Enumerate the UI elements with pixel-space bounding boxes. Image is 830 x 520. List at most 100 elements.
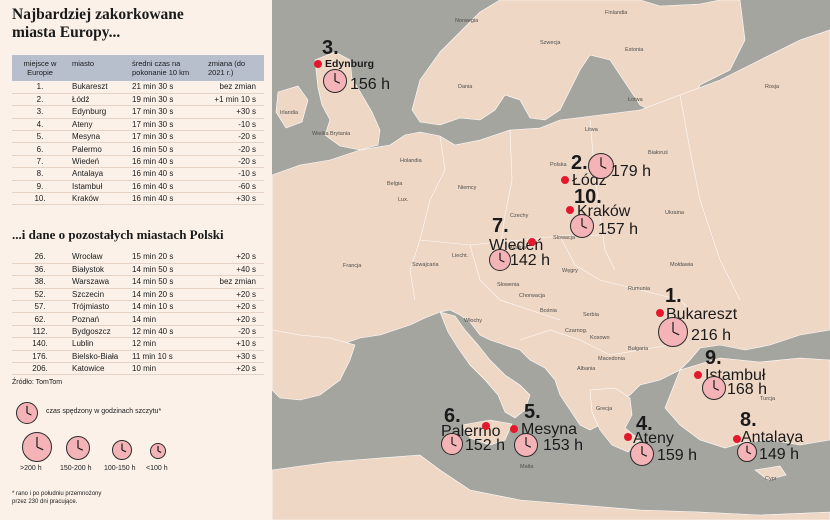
cell-city: Poznań xyxy=(68,312,128,326)
cell-city: Wrocław xyxy=(68,251,128,264)
title-line-1: Najbardziej zakorkowane xyxy=(12,6,184,23)
cell-place: 26. xyxy=(12,251,68,264)
label-norwegia: Norwegia xyxy=(455,18,479,24)
ranking-table-body: 1. Bukareszt 21 min 30 s bez zmian 2. Łódź 19 … xyxy=(12,81,264,206)
clock-icon-bukareszt xyxy=(658,317,688,347)
cell-place: 8. xyxy=(12,167,68,181)
cell-time: 17 min 30 s xyxy=(128,130,204,144)
label-belgia: Belgia xyxy=(387,181,403,187)
legend-size-label: >200 h xyxy=(20,465,42,472)
label-lux: Lux. xyxy=(398,197,409,203)
cell-city: Lublin xyxy=(68,337,128,351)
table-row: 57. Trójmiasto 14 min 10 s +20 s xyxy=(12,300,264,314)
label-szwecja: Szwecja xyxy=(540,40,561,46)
label-holandia: Holandia xyxy=(400,158,422,164)
cell-change: -20 s xyxy=(204,142,264,156)
label-grecja: Grecja xyxy=(596,406,613,412)
cell-city: Wiedeń xyxy=(68,155,128,169)
label-serbia: Serbia xyxy=(583,312,599,318)
cell-change: +30 s xyxy=(204,350,264,364)
cell-place: 6. xyxy=(12,142,68,156)
cell-time: 17 min 30 s xyxy=(128,105,204,119)
header-city: miasto xyxy=(68,55,128,81)
city-dot-ateny xyxy=(624,433,632,441)
cell-place: 38. xyxy=(12,275,68,289)
land-scandinavia xyxy=(411,0,746,126)
clock-icon-lodz xyxy=(588,153,614,179)
subtitle-poland: ...i dane o pozostałych miastach Polski xyxy=(12,227,224,242)
cell-city: Palermo xyxy=(68,142,128,156)
header-change: zmiana (do 2021 r.) xyxy=(204,55,264,81)
city-dot-wieden xyxy=(528,238,536,246)
cell-change: bez zmian xyxy=(204,275,264,289)
city-name-krakow: Kraków xyxy=(577,203,631,220)
cell-time: 12 min xyxy=(128,337,204,351)
cell-place: 112. xyxy=(12,325,68,339)
table-row: 36. Białystok 14 min 50 s +40 s xyxy=(12,263,264,277)
clock-icon-ateny xyxy=(630,442,654,466)
label-moldawia: Mołdawia xyxy=(670,262,694,268)
city-dot-palermo xyxy=(482,422,490,430)
cell-change: -60 s xyxy=(204,180,264,194)
label-dania: Dania xyxy=(458,84,473,90)
clock-icon-istambul xyxy=(702,376,726,400)
label-cypr: Cypr xyxy=(765,476,777,482)
label-ukraina: Ukraina xyxy=(665,210,684,216)
cell-city: Łódź xyxy=(68,93,128,107)
info-panel: Najbardziej zakorkowane miasta Europy...… xyxy=(0,0,272,520)
cell-city: Edynburg xyxy=(68,105,128,119)
cell-time: 11 min 10 s xyxy=(128,350,204,364)
cell-place: 36. xyxy=(12,263,68,277)
header-place: miejsce w Europie xyxy=(12,55,68,81)
header-avg-time: średni czas na pokonanie 10 km xyxy=(128,55,204,81)
city-dot-antalaya xyxy=(733,435,741,443)
footnote-line-2: przez 230 dni pracujące. xyxy=(12,499,78,505)
title-line-2: miasta Europy... xyxy=(12,24,121,41)
city-bukareszt: 1. xyxy=(665,286,682,306)
city-rank: 8. xyxy=(740,409,757,431)
city-rank: 9. xyxy=(705,347,722,369)
city-antalaya: 8. xyxy=(740,410,757,430)
table-row: 6. Palermo 16 min 50 s -20 s xyxy=(12,142,264,156)
table-row: 206. Katowice 10 min +20 s xyxy=(12,362,264,376)
clock-icon-size-large xyxy=(22,432,52,462)
cell-place: 1. xyxy=(12,81,68,94)
clock-icon-size-xsmall xyxy=(150,443,166,459)
table-row: 26. Wrocław 15 min 20 s +20 s xyxy=(12,251,264,264)
cell-place: 5. xyxy=(12,130,68,144)
cell-change: +1 min 10 s xyxy=(204,93,264,107)
city-lodz: 2. xyxy=(571,153,588,173)
table-row: 10. Kraków 16 min 40 s +30 s xyxy=(12,192,264,206)
ranking-table-poland: 26. Wrocław 15 min 20 s +20 s 36. Białystok 14… xyxy=(12,251,264,376)
cell-city: Ateny xyxy=(68,118,128,132)
cell-change: -20 s xyxy=(204,325,264,339)
cell-change: -10 s xyxy=(204,118,264,132)
cell-time: 14 min 50 s xyxy=(128,275,204,289)
cell-time: 14 min 10 s xyxy=(128,300,204,314)
city-rank: 10. xyxy=(574,186,602,208)
legend-size-label: 150-200 h xyxy=(60,465,92,472)
cell-time: 10 min xyxy=(128,362,204,376)
table-row: 4. Ateny 17 min 30 s -10 s xyxy=(12,118,264,132)
cell-change: -20 s xyxy=(204,155,264,169)
label-estonia: Estonia xyxy=(625,47,644,53)
label-slowacja: Słowacja xyxy=(553,235,576,241)
label-wlochy: Włochy xyxy=(464,318,483,324)
legend-size-label: <100 h xyxy=(146,465,168,472)
cell-city: Trójmiasto xyxy=(68,300,128,314)
cell-time: 21 min 30 s xyxy=(128,81,204,94)
city-ateny: 4. xyxy=(636,414,653,434)
label-bosnia: Bośnia xyxy=(540,308,557,314)
cell-change: +20 s xyxy=(204,251,264,264)
table-row: 5. Mesyna 17 min 30 s -20 s xyxy=(12,130,264,144)
cell-change: +20 s xyxy=(204,300,264,314)
label-malta: Malta xyxy=(520,464,534,470)
label-bialorus: Białoruś xyxy=(648,150,668,156)
land-continent xyxy=(271,29,830,431)
city-hours-wieden: 142 h xyxy=(510,252,551,269)
table-row: 62. Poznań 14 min +20 s xyxy=(12,312,264,326)
clock-icon-mesyna xyxy=(514,433,538,457)
table-row: 140. Lublin 12 min +10 s xyxy=(12,337,264,351)
table-row: 176. Bielsko-Biała 11 min 10 s +30 s xyxy=(12,350,264,364)
cell-city: Szczecin xyxy=(68,288,128,302)
